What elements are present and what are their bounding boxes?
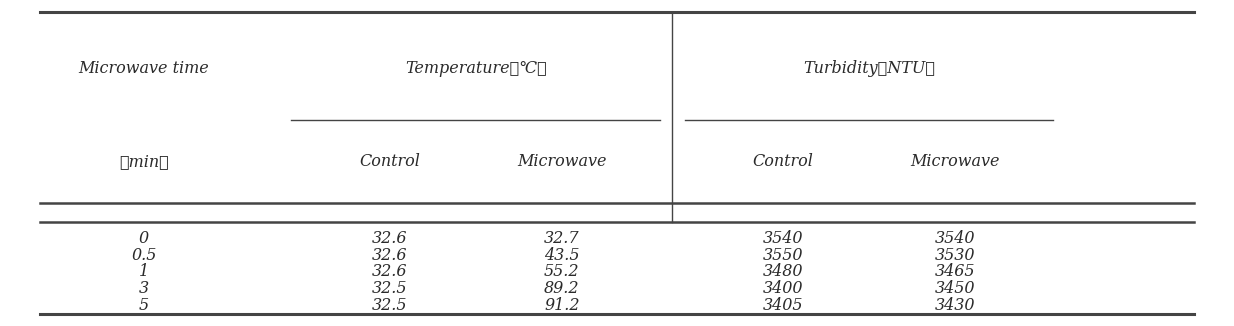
Text: 3540: 3540: [934, 230, 975, 247]
Text: 32.7: 32.7: [544, 230, 580, 247]
Text: 3465: 3465: [934, 263, 975, 280]
Text: 32.6: 32.6: [371, 230, 407, 247]
Text: 91.2: 91.2: [544, 297, 580, 314]
Text: Microwave: Microwave: [909, 153, 1000, 170]
Text: 3: 3: [139, 280, 149, 297]
Text: 0: 0: [139, 230, 149, 247]
Text: 3530: 3530: [934, 247, 975, 264]
Text: 5: 5: [139, 297, 149, 314]
Text: 1: 1: [139, 263, 149, 280]
Text: Control: Control: [753, 153, 813, 170]
Text: 3405: 3405: [763, 297, 803, 314]
Text: 32.6: 32.6: [371, 263, 407, 280]
Text: 55.2: 55.2: [544, 263, 580, 280]
Text: 3400: 3400: [763, 280, 803, 297]
Text: Microwave time: Microwave time: [79, 60, 210, 77]
Text: Temperature（℃）: Temperature（℃）: [405, 60, 547, 77]
Text: 32.6: 32.6: [371, 247, 407, 264]
Text: Microwave: Microwave: [517, 153, 606, 170]
Text: 89.2: 89.2: [544, 280, 580, 297]
Text: Turbidity（NTU）: Turbidity（NTU）: [803, 60, 935, 77]
Text: Control: Control: [359, 153, 420, 170]
Text: 3480: 3480: [763, 263, 803, 280]
Text: 32.5: 32.5: [371, 297, 407, 314]
Text: 0.5: 0.5: [131, 247, 157, 264]
Text: 3550: 3550: [763, 247, 803, 264]
Text: 43.5: 43.5: [544, 247, 580, 264]
Text: （min）: （min）: [120, 153, 169, 170]
Text: 3430: 3430: [934, 297, 975, 314]
Text: 32.5: 32.5: [371, 280, 407, 297]
Text: 3450: 3450: [934, 280, 975, 297]
Text: 3540: 3540: [763, 230, 803, 247]
